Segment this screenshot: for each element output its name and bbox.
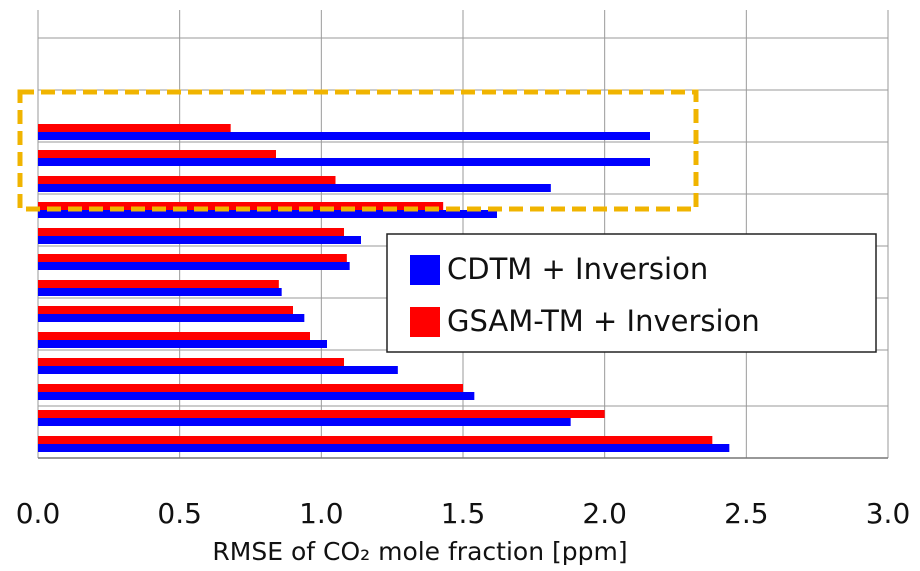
x-tick-label: 1.0 bbox=[299, 497, 344, 530]
bar bbox=[38, 158, 650, 166]
bar bbox=[38, 306, 293, 314]
x-tick-label: 0.5 bbox=[157, 497, 202, 530]
bar bbox=[38, 184, 551, 192]
bar bbox=[38, 124, 231, 132]
legend-label: CDTM + Inversion bbox=[447, 252, 708, 286]
bar bbox=[38, 150, 276, 158]
bar bbox=[38, 340, 327, 348]
x-tick-label: 2.5 bbox=[724, 497, 769, 530]
bar bbox=[38, 358, 344, 366]
bar bbox=[38, 228, 344, 236]
bar bbox=[38, 444, 730, 452]
bar bbox=[38, 418, 571, 426]
legend: CDTM + Inversion GSAM-TM + Inversion bbox=[386, 233, 877, 353]
legend-swatch bbox=[410, 255, 440, 285]
x-tick-label: 0.0 bbox=[16, 497, 61, 530]
x-axis-label: RMSE of CO₂ mole fraction [ppm] bbox=[212, 537, 627, 566]
bar bbox=[38, 202, 444, 210]
bar bbox=[38, 392, 475, 400]
bar bbox=[38, 288, 282, 296]
bar bbox=[38, 332, 310, 340]
bar bbox=[38, 176, 336, 184]
x-tick-label: 3.0 bbox=[866, 497, 911, 530]
bar bbox=[38, 384, 463, 392]
bar bbox=[38, 280, 279, 288]
legend-label: GSAM-TM + Inversion bbox=[447, 304, 760, 338]
bar bbox=[38, 132, 650, 140]
bar bbox=[38, 210, 497, 218]
bar bbox=[38, 236, 361, 244]
bar bbox=[38, 366, 398, 374]
bar bbox=[38, 254, 347, 262]
bar bbox=[38, 314, 305, 322]
x-tick-label: 1.5 bbox=[441, 497, 486, 530]
legend-box bbox=[386, 233, 877, 353]
x-tick-label: 2.0 bbox=[582, 497, 627, 530]
bar bbox=[38, 436, 713, 444]
bar bbox=[38, 410, 605, 418]
legend-swatch bbox=[410, 307, 440, 337]
highlight-box bbox=[17, 89, 699, 212]
bar bbox=[38, 262, 350, 270]
